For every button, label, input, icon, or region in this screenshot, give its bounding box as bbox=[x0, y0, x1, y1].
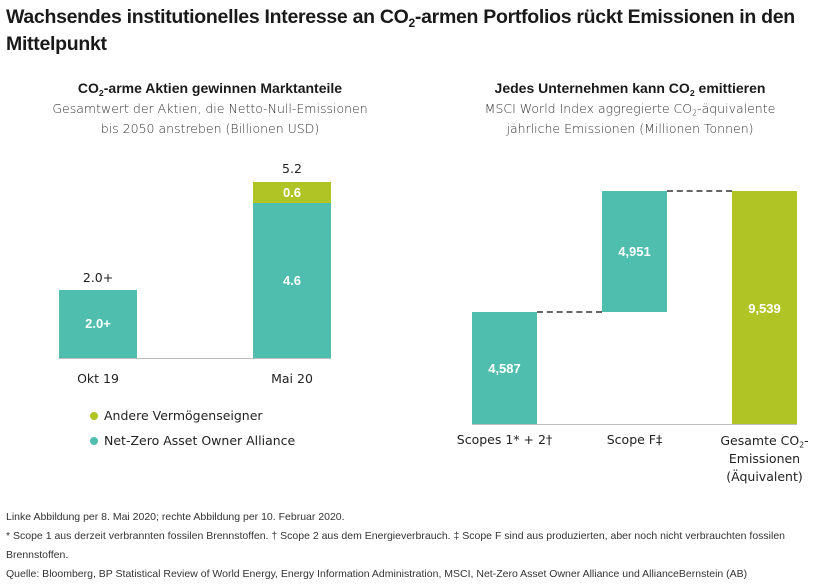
right-chart-title: Jedes Unternehmen kann CO2 emittieren bbox=[440, 78, 820, 98]
legend-item-net-zero: Net-Zero Asset Owner Alliance bbox=[90, 433, 295, 448]
title-text-1: Wachsendes institutionelles Interesse an… bbox=[6, 6, 409, 28]
connector-dashed-line bbox=[667, 190, 732, 192]
x-axis-label-mai20: Mai 20 bbox=[271, 371, 313, 386]
page-title: Wachsendes institutionelles Interesse an… bbox=[6, 4, 836, 58]
label-text: Gesamte CO bbox=[720, 433, 800, 448]
bar-total-label-mai20: 5.2 bbox=[282, 161, 302, 176]
bar-value-label: 0.6 bbox=[282, 185, 302, 200]
bar-mai20-teal: 4.6 bbox=[253, 203, 331, 358]
waterfall-bar-total: 9,539 bbox=[732, 191, 797, 424]
waterfall-bar-scope-f: 4,951 bbox=[602, 191, 667, 312]
right-title-text-2: emittieren bbox=[694, 80, 766, 96]
x-axis-label-total-line1: Gesamte CO2- bbox=[707, 432, 822, 450]
legend-dot-teal-icon bbox=[90, 436, 98, 445]
x-axis-label-total-line2: Emissionen bbox=[728, 451, 801, 466]
footnotes: Linke Abbildung per 8. Mai 2020; rechte … bbox=[6, 508, 836, 584]
bar-total-label-okt19: 2.0+ bbox=[82, 270, 114, 285]
left-title-text-1: CO bbox=[77, 80, 99, 96]
x-axis-baseline bbox=[472, 424, 797, 425]
x-axis-label-okt19: Okt 19 bbox=[77, 371, 119, 386]
right-subtitle-text-2: -äquivalente bbox=[697, 101, 776, 116]
bar-value-label: 9,539 bbox=[748, 301, 781, 316]
right-title-subscript: 2 bbox=[689, 88, 695, 99]
footnote-date: Linke Abbildung per 8. Mai 2020; rechte … bbox=[6, 511, 345, 523]
right-subtitle-text-1: MSCI World Index aggregierte CO bbox=[484, 101, 693, 116]
waterfall-bar-scopes-1-2: 4,587 bbox=[472, 312, 537, 424]
legend-dot-green-icon bbox=[90, 411, 98, 420]
left-title-text-2: -arme Aktien gewinnen Marktanteile bbox=[103, 80, 343, 96]
bar-value-label: 4.6 bbox=[282, 273, 302, 288]
bar-value-label: 4,951 bbox=[618, 244, 651, 259]
legend-item-other-owners: Andere Vermögenseigner bbox=[90, 408, 263, 423]
left-title-subscript: 2 bbox=[98, 88, 104, 99]
bar-mai20-green: 0.6 bbox=[253, 182, 331, 203]
label-subscript: 2 bbox=[799, 440, 805, 450]
x-axis-label-scope-f: Scope F‡ bbox=[606, 432, 663, 447]
connector-dashed-line bbox=[537, 311, 602, 313]
right-chart-subtitle-2: jährliche Emissionen (Millionen Tonnen) bbox=[506, 121, 754, 136]
right-title-text-1: Jedes Unternehmen kann CO bbox=[494, 80, 690, 96]
x-axis-label-total: Gesamte CO2- Emissionen (Äquivalent) bbox=[707, 432, 822, 486]
legend-label: Andere Vermögenseigner bbox=[104, 408, 263, 423]
left-chart-subtitle-2: bis 2050 anstreben (Billionen USD) bbox=[100, 121, 320, 136]
legend-label: Net-Zero Asset Owner Alliance bbox=[104, 433, 296, 448]
title-subscript: 2 bbox=[408, 16, 416, 31]
right-subtitle-subscript: 2 bbox=[692, 108, 698, 118]
left-chart-subtitle-1: Gesamtwert der Aktien, die Netto-Null-Em… bbox=[52, 101, 368, 116]
x-axis-label-total-line3: (Äquivalent) bbox=[726, 469, 803, 484]
bar-value-label: 4,587 bbox=[488, 361, 521, 376]
x-axis-label-scopes-1-2: Scopes 1* + 2† bbox=[456, 432, 553, 447]
right-chart-subtitle-1: MSCI World Index aggregierte CO2-äquival… bbox=[440, 99, 820, 119]
footnote-scopes: * Scope 1 aus derzeit verbrannten fossil… bbox=[6, 530, 786, 561]
label-text: - bbox=[804, 433, 809, 448]
left-chart-title: CO2-arme Aktien gewinnen Marktanteile bbox=[20, 78, 400, 98]
x-axis-baseline bbox=[59, 358, 331, 359]
footnote-source: Quelle: Bloomberg, BP Statistical Review… bbox=[6, 568, 748, 580]
bar-value-label: 2.0+ bbox=[85, 316, 111, 331]
bar-okt19-teal: 2.0+ bbox=[59, 290, 137, 358]
title-text-2: -armen Portfolios rückt Emissionen in de… bbox=[6, 6, 795, 55]
